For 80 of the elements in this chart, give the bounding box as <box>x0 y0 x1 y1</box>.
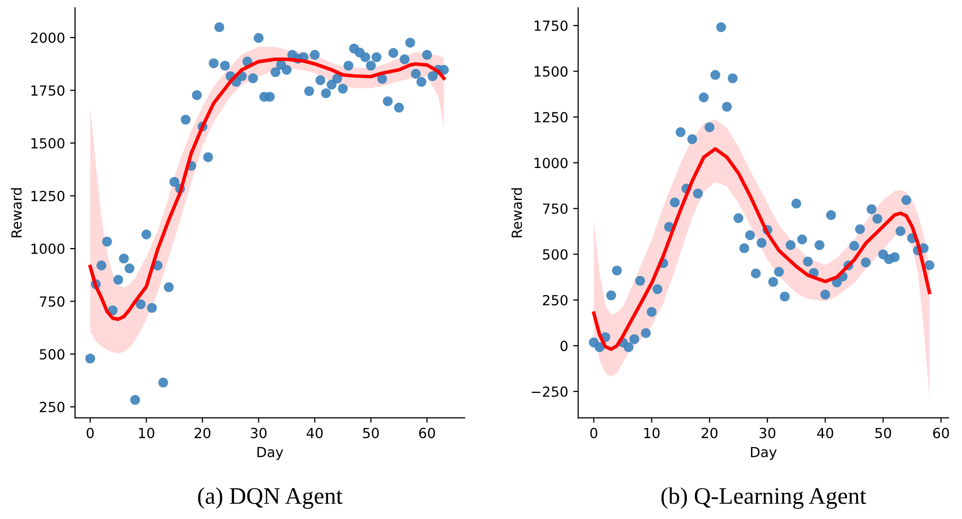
point <box>716 22 726 32</box>
y-tick-label: 1750 <box>31 85 64 96</box>
point <box>866 204 876 214</box>
point <box>640 328 651 338</box>
point <box>802 256 813 266</box>
x-tick-label: 0 <box>590 428 598 438</box>
y-tick-label: 500 <box>543 249 568 260</box>
point <box>780 292 790 302</box>
point <box>745 230 755 240</box>
point <box>670 198 680 208</box>
point <box>652 284 662 294</box>
point <box>774 266 784 277</box>
point <box>710 70 720 80</box>
point <box>693 188 703 198</box>
point <box>704 122 714 132</box>
point <box>676 127 686 138</box>
x-tick-label: 10 <box>644 428 660 438</box>
y-tick-label: 1500 <box>31 138 64 149</box>
point <box>901 195 912 205</box>
point <box>698 92 709 102</box>
y-tick-label: 0 <box>560 340 568 352</box>
point <box>896 226 906 236</box>
x-tick-label: 30 <box>760 428 776 438</box>
y-tick-label: 1000 <box>534 158 568 168</box>
y-tick-label: 250 <box>40 402 64 412</box>
point <box>606 290 616 300</box>
point <box>646 306 657 317</box>
point <box>594 342 604 352</box>
x-tick-label: 60 <box>419 428 435 438</box>
text: (a) DQN Agent <box>198 487 342 509</box>
y-axis-title: Reward <box>10 188 22 238</box>
point <box>820 290 830 300</box>
y-tick-label: 1750 <box>534 20 568 32</box>
point <box>750 268 761 278</box>
point <box>734 213 744 224</box>
x-tick-label: 60 <box>933 428 949 438</box>
x-tick-label: 20 <box>194 428 210 438</box>
text: (b) Q-Learning Agent <box>661 487 866 509</box>
y-tick-label: 750 <box>543 203 568 214</box>
point <box>872 214 882 224</box>
point <box>855 224 865 234</box>
point <box>924 260 934 270</box>
y-tick-label: −250 <box>532 386 568 397</box>
x-tick-label: 10 <box>139 428 154 438</box>
point <box>768 276 778 287</box>
point <box>629 334 640 344</box>
point <box>612 266 622 276</box>
y-tick-label: 500 <box>40 349 64 360</box>
x-tick-label: 0 <box>86 428 94 438</box>
y-tick-label: 1250 <box>31 190 64 202</box>
x-tick-label: 50 <box>363 428 379 438</box>
x-axis-title: Day <box>257 446 284 460</box>
y-tick-label: 1000 <box>31 244 64 254</box>
point <box>849 240 860 251</box>
x-tick-label: 20 <box>702 428 718 438</box>
y-tick-label: 2000 <box>30 32 64 44</box>
point <box>826 210 836 220</box>
y-tick-label: 250 <box>542 294 568 306</box>
x-tick-label: 40 <box>306 428 323 438</box>
point <box>756 238 767 248</box>
x-tick-label: 50 <box>875 428 892 438</box>
y-tick-label: 1250 <box>534 112 568 122</box>
point <box>687 134 698 144</box>
point <box>739 243 750 254</box>
point <box>791 198 802 208</box>
y-tick-label: 750 <box>40 296 64 307</box>
point <box>728 73 738 84</box>
y-axis-title: Reward <box>511 188 522 238</box>
point <box>890 252 900 262</box>
y-tick-label: 1500 <box>534 66 568 77</box>
point <box>860 258 871 268</box>
point <box>814 240 824 250</box>
x-axis-title: Day <box>750 446 777 460</box>
point <box>635 276 645 286</box>
point <box>624 342 634 352</box>
point <box>786 240 796 250</box>
x-tick-label: 30 <box>250 428 267 438</box>
point <box>722 102 732 112</box>
point <box>797 234 808 244</box>
x-tick-label: 40 <box>817 428 834 438</box>
